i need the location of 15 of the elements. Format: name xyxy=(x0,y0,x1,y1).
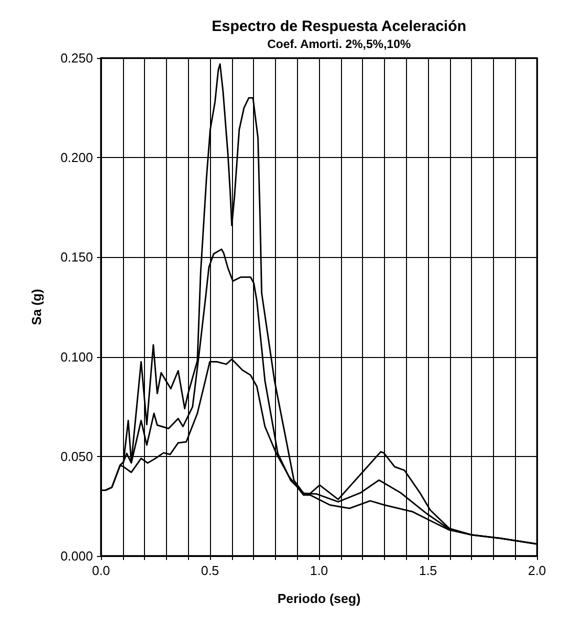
x-tick-label: 1.0 xyxy=(310,563,328,578)
x-tick-label: 1.5 xyxy=(418,563,438,578)
y-tick-label: 0.050 xyxy=(60,448,93,464)
x-tick-label: 2.0 xyxy=(528,563,546,578)
chart-title: Espectro de Respuesta Aceleración xyxy=(212,18,466,35)
x-axis-title: Periodo (seg) xyxy=(277,591,361,606)
y-tick-label: 0.000 xyxy=(60,548,93,564)
x-tick-label: 0.0 xyxy=(92,563,110,578)
x-tick-label: 0.5 xyxy=(200,563,220,578)
y-axis-title: Sa (g) xyxy=(29,288,44,326)
y-tick-label: 0.150 xyxy=(60,250,93,265)
y-tick-label: 0.200 xyxy=(60,150,93,166)
y-tick-label: 0.250 xyxy=(60,50,93,66)
y-tick-label: 0.100 xyxy=(60,349,93,364)
chart-subtitle: Coef. Amorti. 2%,5%,10% xyxy=(267,37,412,51)
